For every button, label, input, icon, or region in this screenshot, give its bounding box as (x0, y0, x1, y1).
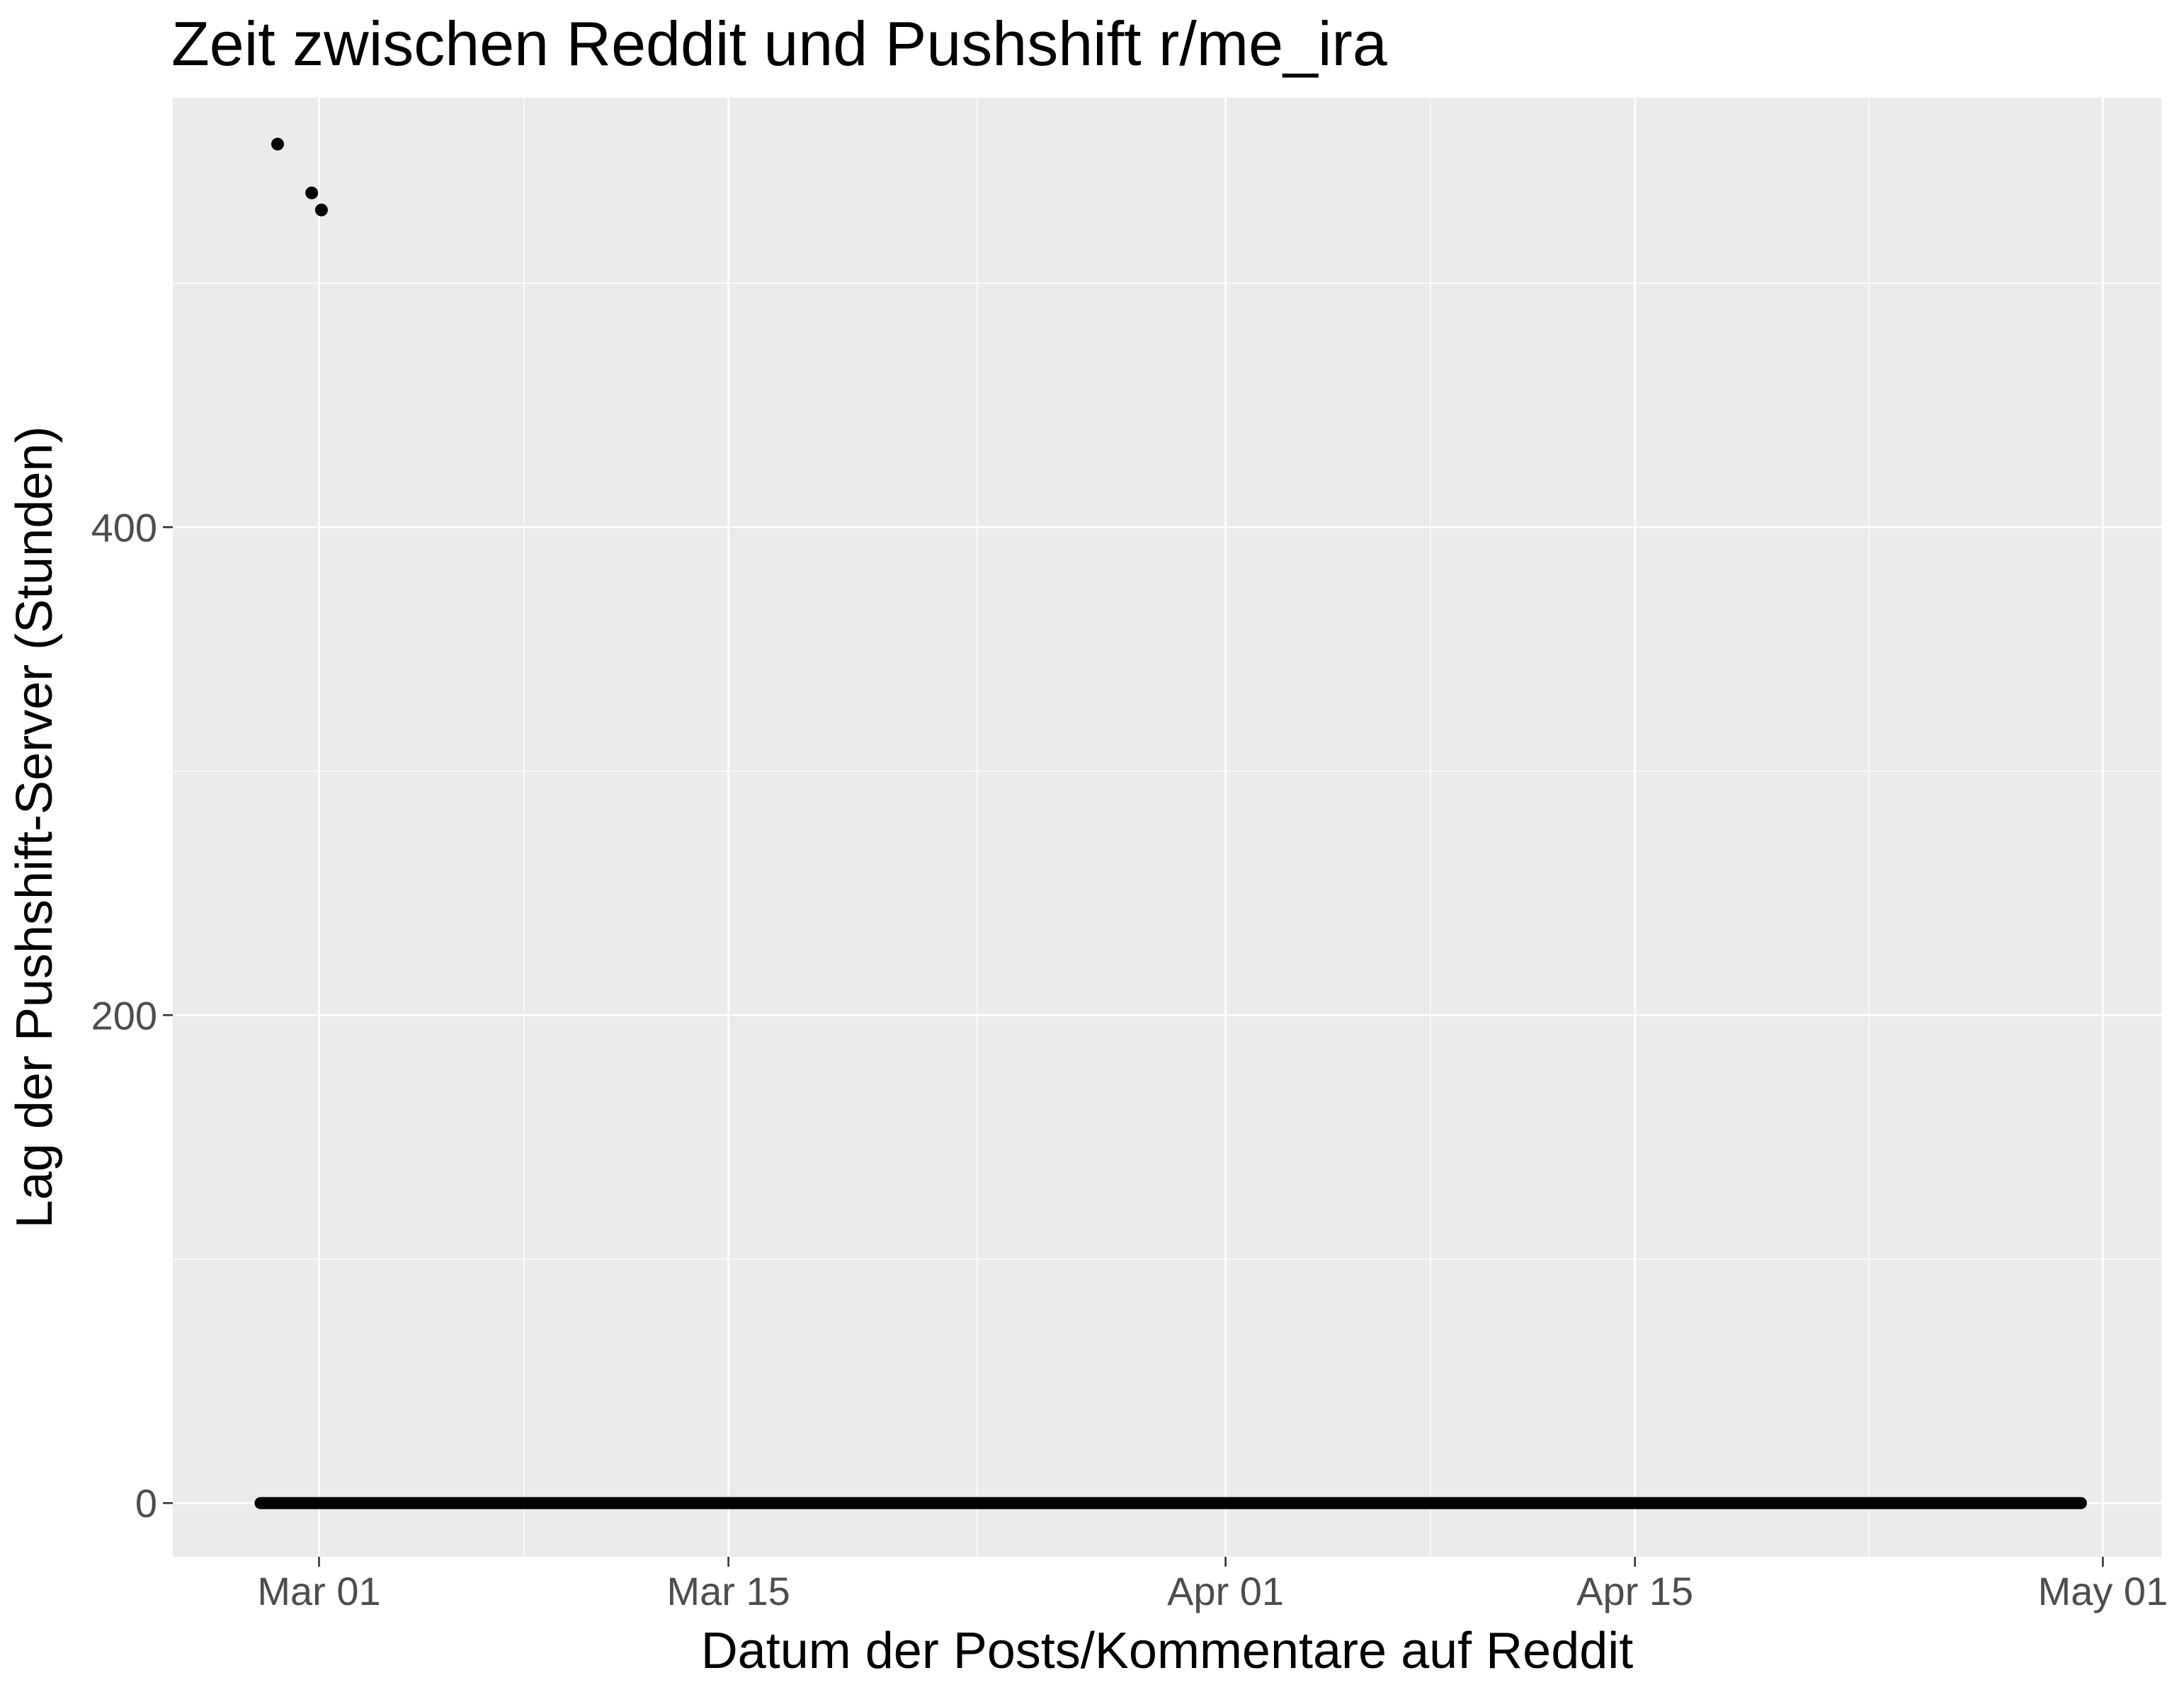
y-tick-label: 400 (91, 505, 157, 550)
grid-major (173, 98, 2161, 1557)
plot-panel (173, 98, 2161, 1557)
y-tick-label: 0 (135, 1481, 157, 1526)
x-tick-label: Mar 15 (666, 1569, 790, 1613)
x-tick-label: Apr 01 (1167, 1569, 1284, 1613)
y-tick-label: 200 (91, 993, 157, 1038)
x-tick-label: May 01 (2038, 1569, 2168, 1613)
data-point (314, 203, 328, 217)
chart-title: Zeit zwischen Reddit und Pushshift r/me_… (171, 8, 1387, 79)
x-tick-label: Apr 15 (1576, 1569, 1693, 1613)
grid-minor (173, 98, 2161, 1557)
x-axis-title: Datum der Posts/Kommentare auf Reddit (701, 1623, 1634, 1679)
x-tick-label: Mar 01 (257, 1569, 380, 1613)
y-axis-ticks: 0 200 400 (91, 505, 173, 1526)
x-axis-ticks: Mar 01 Mar 15 Apr 01 Apr 15 May 01 (257, 1557, 2168, 1613)
data-point (305, 186, 319, 200)
outlier-points (271, 137, 328, 217)
y-axis-title: Lag der Pushshift-Server (Stunden) (6, 426, 63, 1229)
data-point (271, 137, 284, 151)
